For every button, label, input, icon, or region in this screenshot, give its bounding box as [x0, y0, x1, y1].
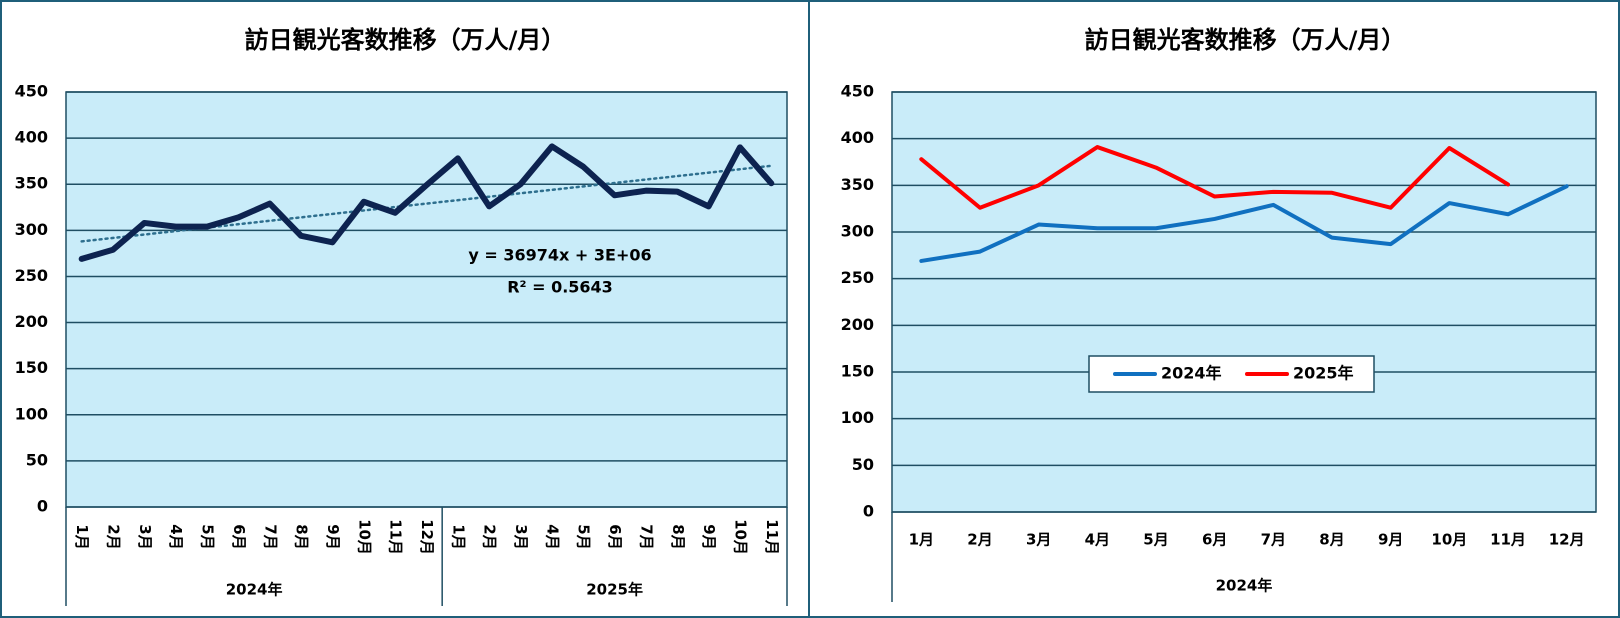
x-tick-label: 11月 [387, 519, 405, 555]
x-tick-label: 5月 [575, 524, 593, 549]
x-tick-label: 3月 [136, 524, 154, 549]
y-tick-label: 100 [841, 408, 874, 427]
x-tick-label: 2月 [105, 524, 123, 549]
x-tick-label: 8月 [293, 524, 311, 549]
y-tick-label: 150 [15, 358, 48, 377]
y-tick-label: 400 [841, 128, 874, 147]
x-tick-label: 4月 [1085, 531, 1110, 549]
y-tick-label: 300 [15, 220, 48, 239]
y-tick-label: 250 [15, 266, 48, 285]
y-tick-label: 100 [15, 404, 48, 423]
x-tick-label: 3月 [1026, 531, 1051, 549]
x-tick-label: 7月 [261, 524, 279, 549]
legend-label: 2025年 [1293, 364, 1354, 383]
x-tick-label: 11月 [763, 519, 781, 555]
group-label: 2025年 [586, 581, 643, 599]
x-tick-label: 6月 [1202, 531, 1227, 549]
series-line [919, 184, 1569, 263]
y-tick-label: 200 [15, 312, 48, 331]
x-tick-label: 8月 [669, 524, 687, 549]
x-tick-label: 7月 [637, 524, 655, 549]
x-tick-label: 10月 [355, 519, 373, 555]
x-tick-label: 3月 [512, 524, 530, 549]
chart-title: 訪日観光客数推移（万人/月） [245, 26, 566, 54]
x-tick-label: 9月 [700, 524, 718, 549]
x-tick-label: 2月 [967, 531, 992, 549]
y-tick-label: 350 [841, 175, 874, 194]
plot-area [65, 91, 788, 508]
x-tick-label: 11月 [1490, 531, 1526, 549]
x-tick-label: 2月 [481, 524, 499, 549]
group-label: 2024年 [226, 581, 283, 599]
x-axis-title: 2024年 [1216, 577, 1273, 595]
x-tick-label: 5月 [199, 524, 217, 549]
x-tick-label: 4月 [167, 524, 185, 549]
y-tick-label: 150 [841, 362, 874, 381]
chart-title: 訪日観光客数推移（万人/月） [1085, 26, 1406, 54]
y-tick-label: 200 [841, 315, 874, 334]
y-tick-label: 0 [37, 497, 48, 516]
trend-r-squared: R² = 0.5643 [507, 278, 613, 297]
x-tick-label: 1月 [449, 524, 467, 549]
x-tick-label: 8月 [1319, 531, 1344, 549]
x-tick-label: 6月 [230, 524, 248, 549]
legend-label: 2024年 [1161, 364, 1222, 383]
x-tick-label: 10月 [731, 519, 749, 555]
y-tick-label: 450 [841, 82, 874, 101]
y-tick-label: 250 [841, 268, 874, 287]
y-tick-label: 50 [26, 450, 48, 469]
y-tick-label: 350 [15, 174, 48, 193]
series-line [919, 145, 1510, 210]
series-line [78, 143, 775, 262]
x-tick-label: 12月 [418, 519, 436, 555]
y-tick-label: 450 [15, 82, 48, 101]
x-tick-label: 6月 [606, 524, 624, 549]
y-tick-label: 400 [15, 128, 48, 147]
plot-area [891, 91, 1597, 513]
trend-equation: y = 36974x + 3E+06 [468, 246, 651, 265]
x-tick-label: 9月 [324, 524, 342, 549]
x-tick-label: 1月 [73, 524, 91, 549]
x-tick-label: 4月 [543, 524, 561, 549]
y-tick-label: 0 [863, 502, 874, 521]
x-tick-label: 7月 [1261, 531, 1286, 549]
x-tick-label: 12月 [1549, 531, 1585, 549]
x-tick-label: 10月 [1431, 531, 1467, 549]
x-tick-label: 9月 [1378, 531, 1403, 549]
x-tick-label: 1月 [909, 531, 934, 549]
y-tick-label: 50 [852, 455, 874, 474]
x-tick-label: 5月 [1143, 531, 1168, 549]
y-tick-label: 300 [841, 222, 874, 241]
